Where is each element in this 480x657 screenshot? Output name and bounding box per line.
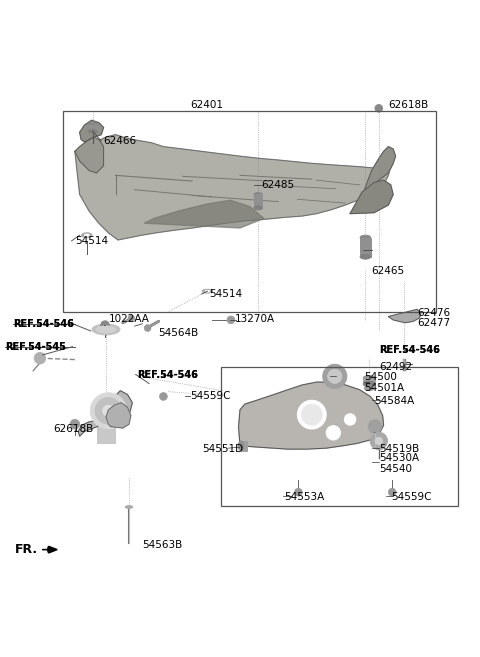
Circle shape [388, 488, 396, 496]
Text: 54564B: 54564B [158, 328, 199, 338]
Text: REF.54-546: REF.54-546 [137, 371, 198, 380]
Polygon shape [350, 180, 393, 214]
Polygon shape [75, 135, 391, 240]
Circle shape [103, 405, 114, 417]
Text: 54500
54501A: 54500 54501A [364, 372, 405, 392]
Bar [97, 412, 115, 443]
Circle shape [370, 432, 387, 449]
Ellipse shape [363, 375, 375, 381]
Ellipse shape [254, 193, 263, 196]
Circle shape [144, 325, 151, 331]
Polygon shape [78, 391, 132, 436]
Text: REF.54-545: REF.54-545 [5, 342, 66, 351]
Bar [241, 441, 247, 451]
Text: REF.54-546: REF.54-546 [379, 345, 440, 355]
Text: 54559C: 54559C [190, 392, 230, 401]
Bar [254, 194, 263, 208]
Ellipse shape [360, 235, 371, 240]
Polygon shape [364, 147, 396, 190]
Ellipse shape [82, 233, 92, 238]
Circle shape [227, 316, 235, 324]
Circle shape [34, 352, 46, 364]
Ellipse shape [360, 254, 371, 259]
Ellipse shape [202, 289, 213, 293]
Ellipse shape [88, 129, 97, 133]
Text: 62618B: 62618B [53, 424, 94, 434]
Bar [88, 125, 97, 131]
Circle shape [327, 369, 342, 384]
Polygon shape [239, 382, 384, 449]
Circle shape [375, 104, 383, 112]
Text: 62485: 62485 [262, 180, 295, 190]
Ellipse shape [205, 290, 210, 292]
Circle shape [301, 404, 323, 425]
Circle shape [70, 419, 80, 429]
Text: 13270A: 13270A [235, 314, 276, 324]
Circle shape [323, 365, 347, 388]
Circle shape [368, 420, 382, 434]
Polygon shape [106, 403, 131, 428]
Text: 54551D: 54551D [202, 444, 243, 454]
Circle shape [295, 488, 302, 496]
Text: 54514: 54514 [75, 236, 108, 246]
Text: 1022AA: 1022AA [108, 314, 149, 324]
Text: 54563B: 54563B [142, 540, 182, 550]
Text: REF.54-546: REF.54-546 [12, 319, 73, 328]
Text: 54530A
54540: 54530A 54540 [379, 453, 419, 474]
Text: REF.54-546: REF.54-546 [379, 345, 440, 355]
Ellipse shape [363, 381, 375, 387]
Text: 62492: 62492 [379, 362, 412, 372]
Ellipse shape [92, 324, 120, 334]
Text: 54553A: 54553A [285, 493, 325, 503]
Circle shape [326, 426, 340, 440]
Ellipse shape [254, 206, 263, 210]
Text: 62401: 62401 [190, 99, 223, 110]
Circle shape [375, 437, 383, 445]
Text: 54559C: 54559C [391, 493, 431, 503]
Bar [221, 367, 458, 506]
Text: REF.54-546: REF.54-546 [12, 319, 73, 328]
Text: 62618B: 62618B [388, 99, 429, 110]
Circle shape [159, 393, 167, 400]
Ellipse shape [88, 123, 97, 127]
Polygon shape [388, 309, 421, 323]
Ellipse shape [96, 326, 116, 333]
Ellipse shape [84, 234, 89, 237]
Text: REF.54-545: REF.54-545 [5, 342, 66, 351]
Text: 54584A: 54584A [374, 396, 414, 406]
Polygon shape [48, 546, 57, 553]
Text: FR.: FR. [15, 543, 38, 556]
Text: 54519B: 54519B [379, 444, 419, 454]
Ellipse shape [125, 506, 133, 509]
Text: 62476
62477: 62476 62477 [417, 307, 450, 328]
Bar [63, 111, 436, 312]
Text: 62466: 62466 [104, 136, 137, 146]
Bar [363, 378, 375, 384]
Circle shape [95, 397, 122, 424]
Circle shape [344, 414, 356, 425]
Circle shape [101, 321, 109, 329]
Circle shape [298, 400, 326, 429]
Text: 62465: 62465 [372, 266, 405, 276]
Text: REF.54-546: REF.54-546 [137, 371, 198, 380]
Ellipse shape [364, 386, 374, 391]
Circle shape [128, 315, 135, 322]
Ellipse shape [238, 441, 244, 451]
Polygon shape [144, 200, 264, 228]
Polygon shape [80, 120, 104, 142]
Polygon shape [75, 137, 104, 173]
Circle shape [90, 393, 127, 429]
Bar [360, 238, 371, 257]
Text: 54514: 54514 [209, 289, 242, 299]
